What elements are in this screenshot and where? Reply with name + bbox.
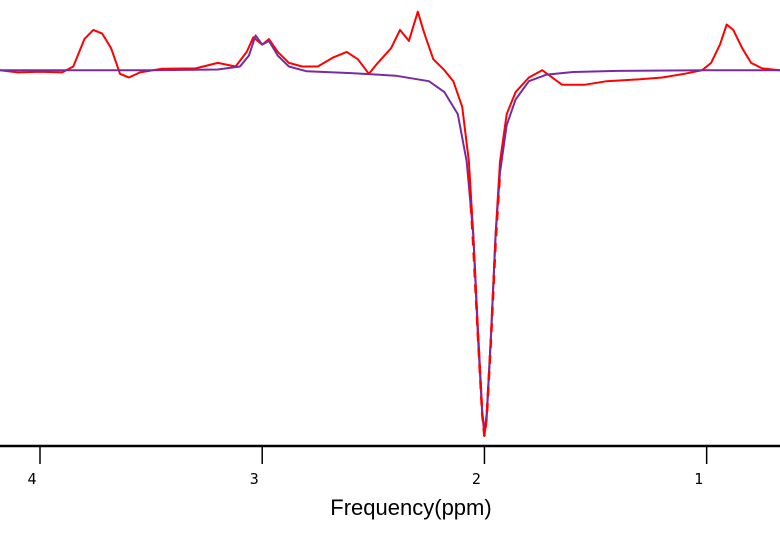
x-tick-label: 1 [694,470,703,488]
dashed-overlay-line [467,172,502,437]
x-tick-label: 4 [27,470,36,488]
series-layer [0,10,780,437]
series-line-1 [0,10,780,437]
x-tick-label: 2 [472,470,481,488]
x-axis-ticks: 4 3 2 1 [27,446,708,488]
x-tick-label: 3 [250,470,259,488]
series-line-2 [0,34,780,432]
x-axis-title: Frequency(ppm) [330,495,491,520]
